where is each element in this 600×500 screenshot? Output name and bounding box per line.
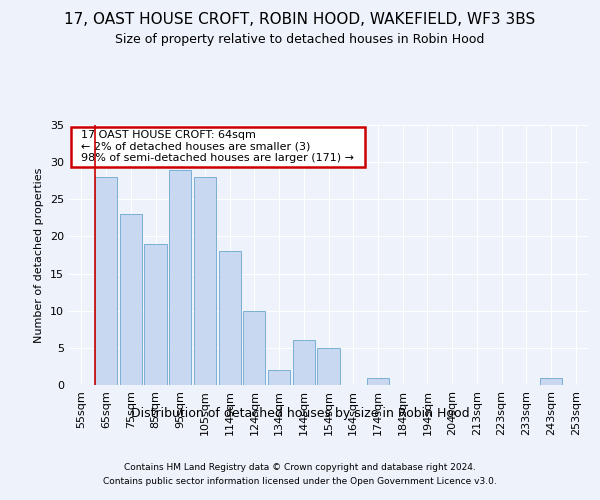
Bar <box>268 370 290 385</box>
Bar <box>169 170 191 385</box>
Bar <box>145 244 167 385</box>
Text: Distribution of detached houses by size in Robin Hood: Distribution of detached houses by size … <box>131 408 469 420</box>
Bar <box>194 177 216 385</box>
Bar <box>540 378 562 385</box>
Bar <box>218 252 241 385</box>
Bar <box>95 177 117 385</box>
Y-axis label: Number of detached properties: Number of detached properties <box>34 168 44 342</box>
Bar <box>293 340 315 385</box>
Text: Size of property relative to detached houses in Robin Hood: Size of property relative to detached ho… <box>115 32 485 46</box>
Text: Contains HM Land Registry data © Crown copyright and database right 2024.: Contains HM Land Registry data © Crown c… <box>124 462 476 471</box>
Bar <box>317 348 340 385</box>
Text: 17 OAST HOUSE CROFT: 64sqm  
  ← 2% of detached houses are smaller (3)  
  98% o: 17 OAST HOUSE CROFT: 64sqm ← 2% of detac… <box>74 130 361 164</box>
Bar <box>119 214 142 385</box>
Bar <box>367 378 389 385</box>
Text: Contains public sector information licensed under the Open Government Licence v3: Contains public sector information licen… <box>103 478 497 486</box>
Bar <box>243 310 265 385</box>
Text: 17, OAST HOUSE CROFT, ROBIN HOOD, WAKEFIELD, WF3 3BS: 17, OAST HOUSE CROFT, ROBIN HOOD, WAKEFI… <box>64 12 536 28</box>
